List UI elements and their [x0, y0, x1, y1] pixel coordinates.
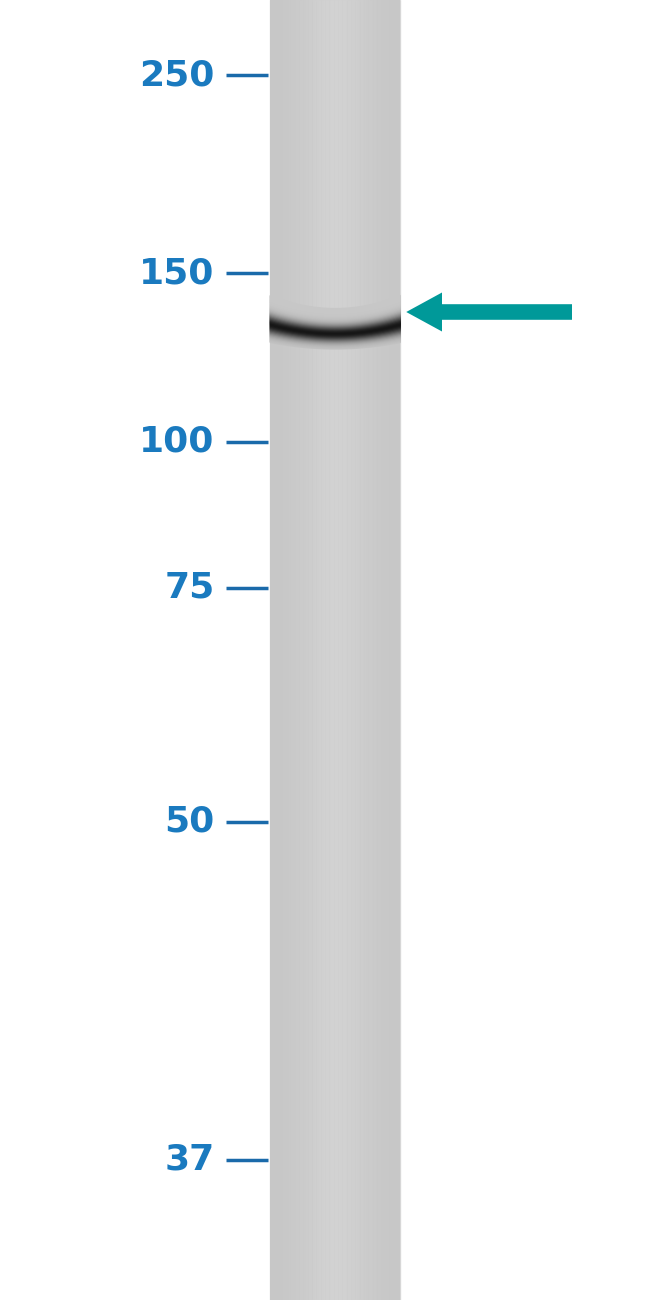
Bar [270, 0, 400, 1300]
Text: 150: 150 [139, 256, 214, 290]
FancyArrow shape [406, 292, 572, 332]
Text: 250: 250 [139, 58, 214, 92]
Text: 75: 75 [164, 571, 214, 605]
Text: 50: 50 [164, 805, 214, 839]
Text: 100: 100 [139, 425, 214, 459]
Text: 37: 37 [164, 1143, 214, 1176]
